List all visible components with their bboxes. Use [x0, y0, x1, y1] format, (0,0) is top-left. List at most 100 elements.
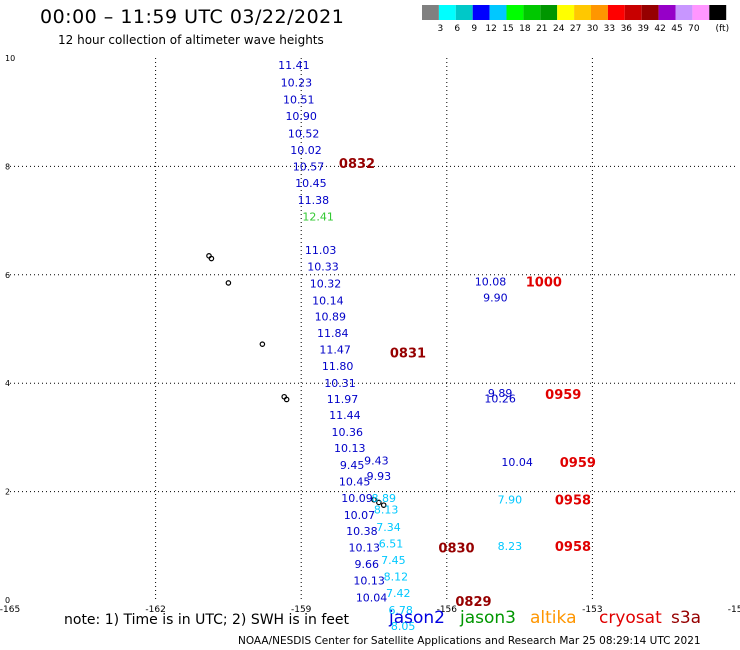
wave-height-label: 7.34: [376, 521, 401, 534]
pass-time-label: 0830: [438, 541, 474, 556]
wave-height-label: 10.32: [310, 277, 342, 290]
chart-grid: -165 -162 -159 -156 -153 -150 0 2 4 6 8 10: [0, 54, 740, 615]
pass-time-label: 0958: [555, 540, 591, 555]
footer-note: note: 1) Time is in UTC; 2) SWH is in fe…: [64, 612, 350, 628]
chart-subtitle: 12 hour collection of altimeter wave hei…: [58, 33, 324, 47]
wave-height-label: 10.07: [344, 509, 376, 522]
legend-s3a: s3a: [671, 608, 702, 628]
time-annotations: 0832 0831 0830 0829 1000 0959 0959 0958 0958: [339, 157, 596, 610]
wave-height-label: 9.93: [367, 470, 392, 483]
legend-jason3: jason3: [460, 608, 516, 628]
x-tick-label: -162: [145, 605, 165, 615]
wave-height-label: 7.90: [498, 494, 523, 507]
colorbar-tick-label: 18: [519, 24, 531, 34]
colorbar-swatch: [574, 5, 591, 20]
colorbar-tick-label: 24: [553, 24, 565, 34]
x-tick-label: -159: [291, 605, 312, 615]
colorbar-tick-label: 42: [654, 24, 665, 34]
colorbar-tick-label: 45: [671, 24, 682, 34]
colorbar-swatch: [506, 5, 524, 20]
wave-height-label: 10.31: [324, 377, 356, 390]
wave-height-label: 7.45: [381, 554, 406, 567]
legend-jason2: jason2: [389, 608, 445, 628]
colorbar-tick-label: 21: [536, 24, 547, 34]
wave-height-label: 10.26: [484, 392, 516, 405]
x-tick-label: -165: [0, 605, 20, 615]
colorbar-tick-label: 12: [485, 24, 496, 34]
wave-height-label: 10.33: [307, 261, 339, 274]
colorbar-swatch: [489, 5, 507, 20]
wave-height-label: 11.38: [298, 194, 330, 207]
wave-height-label: 6.51: [379, 538, 404, 551]
colorbar-swatch: [472, 5, 490, 20]
wave-height-label: 8.89: [371, 492, 396, 505]
wave-height-label: 9.90: [483, 292, 508, 305]
colorbar-tick-label: 39: [637, 24, 649, 34]
x-tick-label: -153: [582, 605, 602, 615]
page-title: 00:00 – 11:59 UTC 03/22/2021: [40, 6, 345, 28]
wave-height-label: 10.23: [281, 76, 313, 89]
y-tick-label: 0: [5, 596, 10, 605]
colorbar-swatch: [624, 5, 642, 20]
wave-height-label: 10.45: [339, 475, 371, 488]
pass-time-label: 0958: [555, 494, 591, 509]
colorbar-swatch: [455, 5, 473, 20]
pass-time-label: 1000: [526, 275, 562, 290]
wave-height-label: 10.14: [312, 294, 344, 307]
colorbar-swatch: [675, 5, 693, 20]
colorbar-swatch: [692, 5, 710, 20]
colorbar-tick-label: 27: [570, 24, 581, 34]
colorbar-swatch: [540, 5, 558, 20]
wave-height-label: 10.52: [288, 127, 320, 140]
wave-height-label: 10.38: [346, 525, 378, 538]
wave-height-label: 10.89: [315, 311, 347, 324]
colorbar-tick-label: 15: [502, 24, 513, 34]
colorbar-swatch: [438, 5, 456, 20]
pass-time-label: 0831: [390, 346, 426, 361]
legend-cryosat: cryosat: [599, 608, 662, 628]
wave-height-label: 10.36: [332, 426, 364, 439]
wave-height-label: 10.08: [475, 275, 507, 288]
footer-credit: NOAA/NESDIS Center for Satellite Applica…: [238, 635, 701, 647]
colorbar-tick-label: 36: [621, 24, 633, 34]
wave-height-label: 9.45: [340, 459, 365, 472]
coastline-mark: [208, 255, 215, 262]
wave-height-label: 10.09: [341, 492, 373, 505]
coastline-mark: [376, 499, 382, 506]
wave-height-label: 9.89: [488, 387, 513, 400]
colorbar-swatch: [591, 5, 608, 20]
colorbar: 3 6 9 12 15 18 21 24 27 30 33 36 39 42 45 70 (ft): [422, 5, 729, 34]
colorbar-swatch: [607, 5, 625, 20]
colorbar-tick-label: 9: [471, 24, 477, 34]
pass-time-label: 0959: [560, 456, 596, 471]
colorbar-tick-label: 3: [438, 24, 444, 34]
wave-height-label: 10.13: [349, 541, 381, 554]
legend-altika: altika: [530, 608, 577, 628]
wave-height-label: 10.13: [334, 442, 366, 455]
y-tick-label: 6: [5, 271, 10, 280]
colorbar-tick-label: 30: [587, 24, 599, 34]
wave-height-label: 8.23: [498, 540, 523, 553]
colorbar-swatch: [641, 5, 659, 20]
wave-height-label: 11.44: [329, 409, 361, 422]
wave-height-label: 9.43: [364, 455, 389, 468]
wave-height-label: 6.78: [388, 604, 413, 617]
coastline-mark: [371, 496, 377, 503]
y-tick-label: 4: [5, 379, 10, 388]
y-tick-label: 8: [5, 162, 10, 171]
x-tick-label: -150: [728, 605, 740, 615]
wave-height-label: 10.04: [356, 591, 388, 604]
y-tick-label: 2: [5, 488, 10, 497]
wave-height-label: 7.42: [386, 587, 411, 600]
colorbar-tick-label: 6: [454, 24, 460, 34]
wave-height-label: 10.04: [501, 456, 533, 469]
wave-height-label: 10.13: [353, 574, 385, 587]
coastline-mark: [259, 341, 266, 347]
colorbar-swatch: [557, 5, 575, 20]
wave-height-label: 10.02: [290, 144, 322, 157]
colorbar-swatch: [422, 5, 439, 20]
wave-height-label: 8.12: [384, 571, 409, 584]
coastline-mark: [380, 502, 387, 508]
wave-height-label: 11.97: [327, 393, 359, 406]
